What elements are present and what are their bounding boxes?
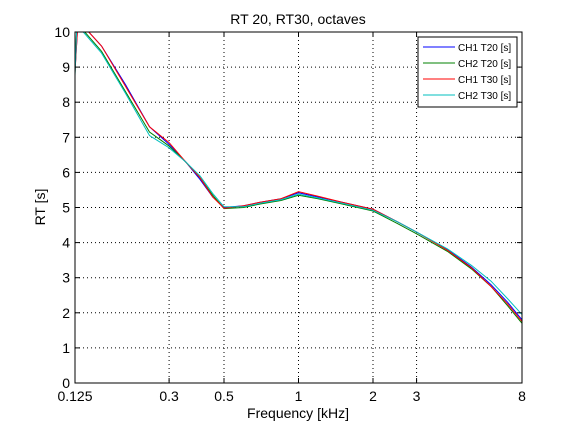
series-line-3 <box>75 32 522 322</box>
y-tick-label: 9 <box>62 59 70 75</box>
y-tick-label: 4 <box>62 235 70 251</box>
x-tick-label: 0.125 <box>57 388 92 404</box>
axis-ticks <box>74 31 523 384</box>
series-lines <box>75 32 522 324</box>
y-tick-label: 0 <box>62 375 70 391</box>
y-tick-label: 5 <box>62 200 70 216</box>
y-tick-label: 2 <box>62 305 70 321</box>
legend-items: CH1 T20 [s] CH2 T20 [s] CH1 T30 [s] CH2 T30… <box>423 43 511 102</box>
x-tick-label: 3 <box>413 388 421 404</box>
legend: CH1 T20 [s] CH2 T20 [s] CH1 T30 [s] CH2 T30… <box>417 36 518 108</box>
y-tick-label: 1 <box>62 340 70 356</box>
x-tick-label: 0.3 <box>159 388 179 404</box>
legend-label: CH2 T20 [s] <box>458 59 511 70</box>
x-tick-label: 1 <box>295 388 303 404</box>
y-tick-label: 10 <box>54 24 70 40</box>
y-axis-label: RT [s] <box>32 189 48 226</box>
series-line-4 <box>75 32 522 315</box>
legend-label: CH1 T30 [s] <box>458 75 511 86</box>
y-tick-label: 3 <box>62 270 70 286</box>
legend-label: CH2 T30 [s] <box>458 91 511 102</box>
x-tick-label: 8 <box>518 388 526 404</box>
y-tick-label: 8 <box>62 94 70 110</box>
y-tick-label: 6 <box>62 164 70 180</box>
chart-title: RT 20, RT30, octaves <box>230 11 365 27</box>
y-tick-label: 7 <box>62 129 70 145</box>
legend-label: CH1 T20 [s] <box>458 43 511 54</box>
series-line-2 <box>75 32 522 324</box>
x-tick-labels: 0.125 0.3 0.5 1 2 3 8 <box>57 388 526 404</box>
x-tick-label: 2 <box>369 388 377 404</box>
x-axis-label: Frequency [kHz] <box>247 405 349 421</box>
y-tick-labels: 0 1 2 3 4 5 6 7 8 9 10 <box>54 24 70 391</box>
x-tick-label: 0.5 <box>214 388 234 404</box>
